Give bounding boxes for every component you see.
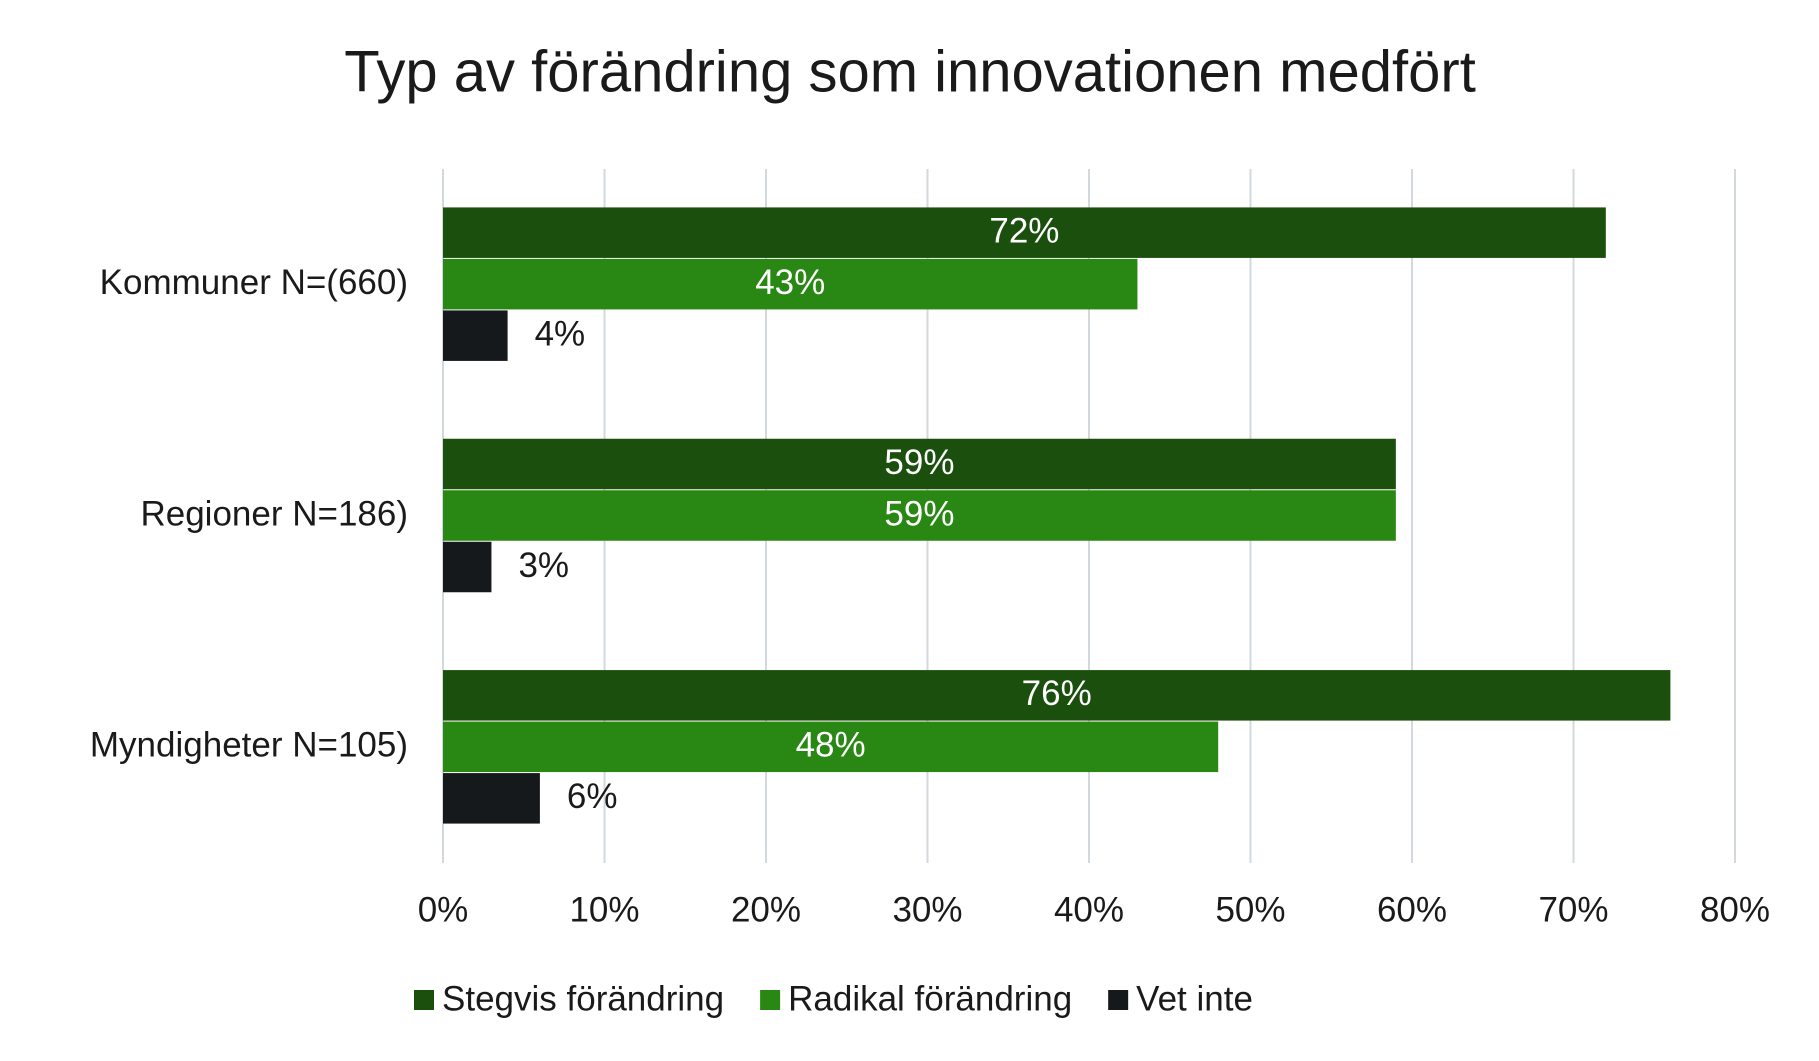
legend-label: Radikal förändring [788,979,1072,1018]
x-tick-label: 40% [1054,890,1124,929]
data-label: 4% [535,314,586,353]
data-label: 59% [884,494,954,533]
bar [443,258,1138,310]
x-tick-label: 30% [892,890,962,929]
data-label: 76% [1022,674,1092,713]
x-tick-label: 50% [1215,890,1285,929]
bar [443,721,1219,773]
data-label: 59% [884,443,954,482]
legend-swatch [760,990,781,1010]
data-label: 72% [989,211,1059,250]
bar [443,773,540,824]
data-label: 6% [567,777,618,816]
y-tick-label: Regioner N=186) [140,494,408,533]
bar [443,438,1396,490]
y-tick-label: Myndigheter N=105) [90,726,408,765]
y-tick-label: Kommuner N=(660) [100,263,408,302]
data-label: 48% [796,726,866,765]
x-tick-label: 80% [1700,890,1770,929]
bar [443,310,508,361]
bar [443,490,1396,541]
x-tick-label: 20% [731,890,801,929]
legend-label: Stegvis förändring [442,979,724,1018]
legend-label: Vet inte [1136,979,1253,1018]
x-tick-label: 10% [569,890,639,929]
x-tick-label: 70% [1538,890,1608,929]
x-tick-label: 60% [1377,890,1447,929]
data-label: 43% [755,263,825,302]
x-tick-label: 0% [418,890,469,929]
bar [443,541,492,593]
data-label: 3% [518,546,569,585]
chart-title: Typ av förändring som innovationen medfö… [344,39,1476,104]
legend-swatch [414,990,434,1010]
bar [443,207,1606,258]
bar [443,670,1671,721]
legend-swatch [1108,990,1129,1010]
